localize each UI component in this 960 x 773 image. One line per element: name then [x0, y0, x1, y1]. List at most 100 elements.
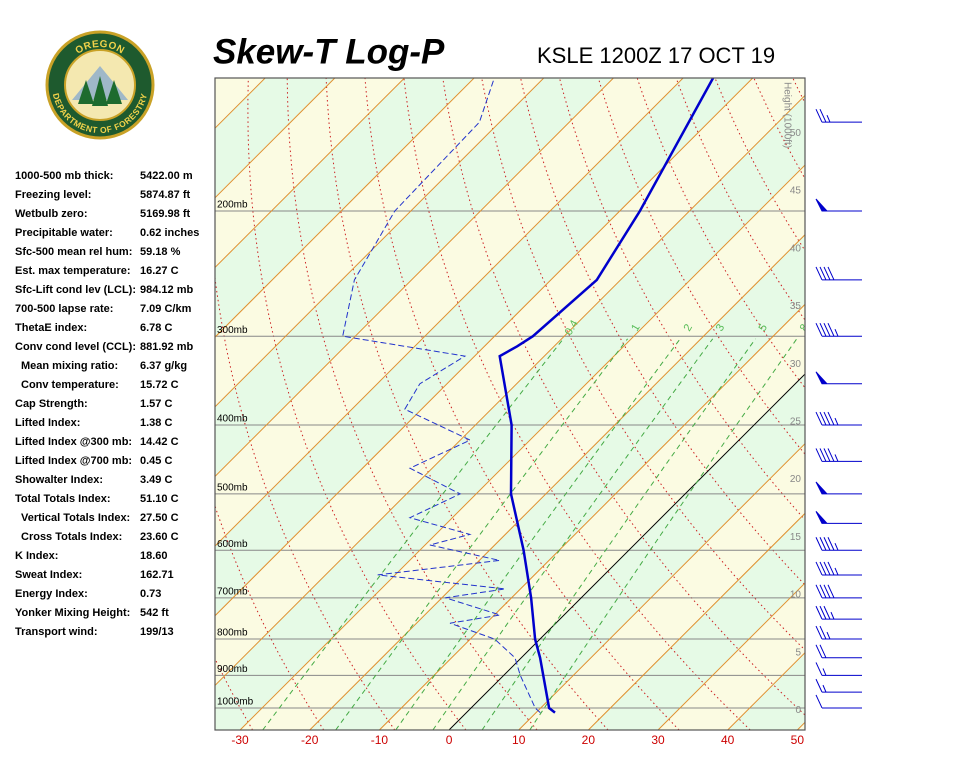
stat-value: 5169.98 ft [140, 208, 190, 220]
height-tick-label: 25 [790, 417, 802, 428]
wind-barb [816, 482, 862, 494]
wind-barb [816, 412, 862, 425]
stat-label: Sweat Index: [15, 569, 82, 581]
stat-label: Mean mixing ratio: [21, 360, 118, 372]
stat-label: Precipitable water: [15, 227, 113, 239]
stat-value: 5874.87 ft [140, 189, 190, 201]
x-tick-label: 20 [582, 733, 596, 747]
y-tick-label: 700mb [217, 586, 248, 597]
dry-adiabat [793, 78, 960, 730]
stat-label: Lifted Index @700 mb: [15, 455, 132, 467]
stat-label: ThetaE index: [15, 322, 87, 334]
wind-barb [816, 199, 862, 211]
stat-value: 984.12 mb [140, 284, 193, 296]
winds [816, 109, 862, 708]
stat-value: 1.57 C [140, 398, 172, 410]
wind-barb [816, 267, 862, 280]
wind-barb [816, 448, 862, 461]
stat-label: Conv temperature: [21, 379, 119, 391]
stat-value: 5422.00 m [140, 170, 193, 182]
stat-value: 23.60 C [140, 531, 179, 543]
height-tick-label: 35 [790, 301, 802, 312]
height-tick-label: 15 [790, 532, 802, 543]
stat-label: Cap Strength: [15, 398, 88, 410]
x-tick-label: -20 [301, 733, 319, 747]
wind-barb [816, 585, 862, 598]
stat-value: 6.78 C [140, 322, 172, 334]
stat-value: 7.09 C/km [140, 303, 192, 315]
wind-barb [816, 679, 862, 692]
stat-value: 3.49 C [140, 474, 172, 486]
stat-label: Lifted Index: [15, 417, 80, 429]
stat-label: Lifted Index @300 mb: [15, 436, 132, 448]
wind-barb [816, 511, 862, 523]
height-tick-label: 0 [795, 705, 801, 716]
isotherm [797, 78, 960, 730]
stat-value: 0.45 C [140, 455, 172, 467]
stat-label: Conv cond level (CCL): [15, 341, 136, 353]
height-tick-label: 20 [790, 474, 802, 485]
height-tick-label: 45 [790, 186, 802, 197]
wind-barb [816, 537, 862, 550]
stat-label: Sfc-Lift cond lev (LCL): [15, 284, 136, 296]
stat-value: 15.72 C [140, 379, 179, 391]
stats: 1000-500 mb thick: 5422.00 m Freezing leve… [15, 170, 199, 638]
x-tick-label: -30 [231, 733, 249, 747]
height-tick-label: 5 [795, 647, 801, 658]
stat-label: Total Totals Index: [15, 493, 111, 505]
y-tick-label: 900mb [217, 664, 248, 675]
y-tick-label: 300mb [217, 325, 248, 336]
stat-label: Est. max temperature: [15, 265, 131, 277]
stat-label: Cross Totals Index: [21, 531, 122, 543]
height-tick-label: 40 [790, 243, 802, 254]
wind-barb [816, 695, 862, 708]
y-tick-label: 1000mb [217, 697, 254, 708]
wind-barb [816, 626, 862, 639]
stat-label: Vertical Totals Index: [21, 512, 130, 524]
logo: OREGON DEPARTMENT OF FORESTRY [47, 32, 153, 138]
wind-barb [816, 323, 862, 336]
stat-value: 6.37 g/kg [140, 360, 187, 372]
dry-adiabat [909, 78, 960, 730]
stat-value: 162.71 [140, 569, 174, 581]
title: Skew-T Log-P [213, 32, 445, 71]
stat-label: Showalter Index: [15, 474, 103, 486]
stat-value: 542 ft [140, 607, 169, 619]
height-axis-label: Height (1000ft) [781, 82, 792, 148]
x-tick-label: 40 [721, 733, 735, 747]
y-tick-label: 500mb [217, 483, 248, 494]
wind-barb [816, 662, 862, 675]
stat-label: 1000-500 mb thick: [15, 170, 113, 182]
y-tick-label: 400mb [217, 414, 248, 425]
dry-adiabat [832, 78, 960, 730]
stat-value: 27.50 C [140, 512, 179, 524]
stat-value: 14.42 C [140, 436, 179, 448]
height-tick-label: 30 [790, 359, 802, 370]
wind-barb [816, 606, 862, 619]
x-tick-label: 0 [446, 733, 453, 747]
station: KSLE 1200Z 17 OCT 19 [537, 43, 775, 68]
dry-adiabat [948, 78, 960, 730]
x-tick-label: 10 [512, 733, 526, 747]
stat-label: Wetbulb zero: [15, 208, 88, 220]
x-tick-label: -10 [371, 733, 389, 747]
wind-barb [816, 562, 862, 575]
stat-label: Freezing level: [15, 189, 91, 201]
stat-label: Transport wind: [15, 626, 98, 638]
y-tick-label: 200mb [217, 200, 248, 211]
stat-value: 0.62 inches [140, 227, 199, 239]
wind-barb [816, 372, 862, 384]
stat-label: Yonker Mixing Height: [15, 607, 130, 619]
dry-adiabat [871, 78, 960, 730]
stat-label: Sfc-500 mean rel hum: [15, 246, 132, 258]
x-tick-label: 30 [651, 733, 665, 747]
y-tick-label: 800mb [217, 628, 248, 639]
stat-value: 18.60 [140, 550, 168, 562]
stat-value: 199/13 [140, 626, 174, 638]
y-tick-label: 600mb [217, 539, 248, 550]
height-tick-label: 10 [790, 590, 802, 601]
stat-value: 59.18 % [140, 246, 181, 258]
stat-label: 700-500 lapse rate: [15, 303, 113, 315]
x-tick-label: 50 [791, 733, 805, 747]
